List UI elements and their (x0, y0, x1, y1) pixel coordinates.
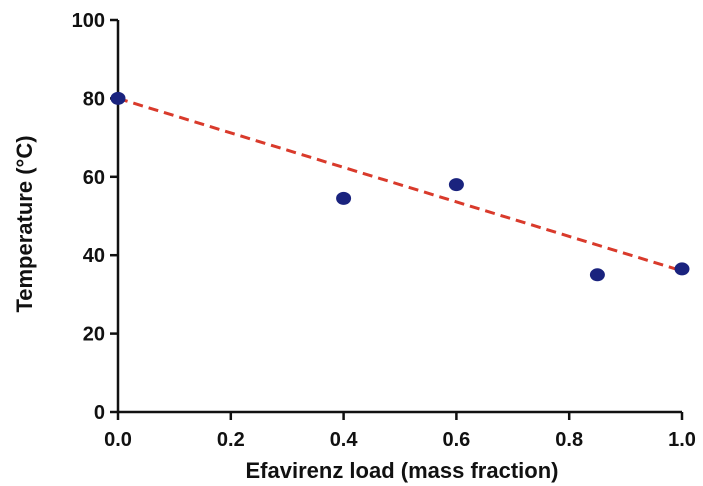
x-tick-label: 1.0 (668, 429, 696, 451)
data-point (336, 191, 352, 205)
y-axis-title: Temperature (°C) (12, 135, 37, 312)
y-ticks: 0 20 40 60 80 100 (72, 10, 118, 424)
x-tick-label: 0.8 (555, 429, 583, 451)
y-tick-label: 20 (83, 324, 105, 346)
x-tick-label: 0.2 (217, 429, 245, 451)
y-tick-label: 80 (83, 88, 105, 110)
y-tick-label: 40 (83, 245, 105, 267)
y-tick-label: 0 (94, 402, 105, 424)
fit-line-layer (117, 96, 683, 273)
x-ticks: 0.0 0.2 0.4 0.6 0.8 1.0 (104, 412, 696, 451)
data-point (448, 178, 464, 192)
y-tick-label: 60 (83, 167, 105, 189)
data-point (589, 268, 605, 282)
data-point (674, 262, 690, 276)
data-points (110, 91, 690, 282)
x-tick-label: 0.6 (442, 429, 470, 451)
x-tick-label: 0.4 (330, 429, 359, 451)
x-tick-label: 0.0 (104, 429, 132, 451)
x-axis-title: Efavirenz load (mass fraction) (246, 458, 559, 483)
regression-line (117, 96, 683, 273)
data-point (110, 91, 126, 105)
y-tick-label: 100 (72, 10, 105, 32)
axes (116, 20, 682, 414)
